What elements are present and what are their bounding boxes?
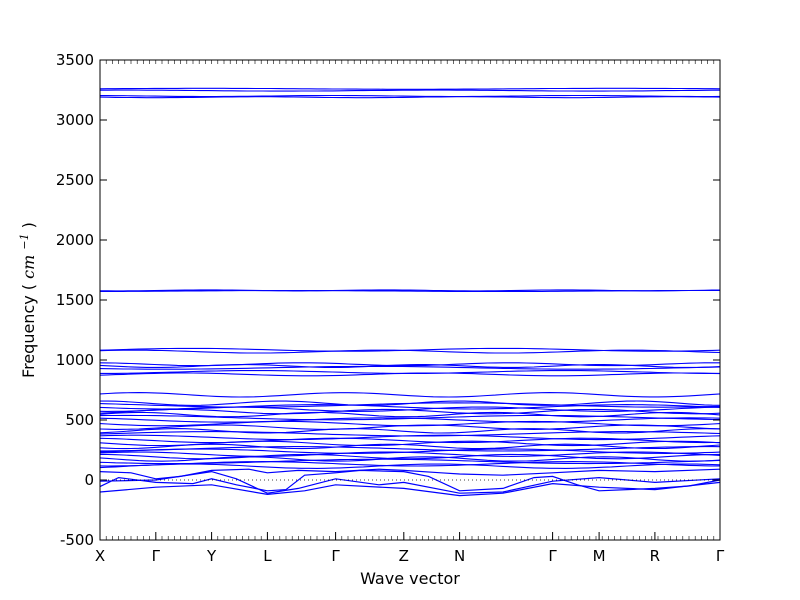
x-axis-label: Wave vector (360, 569, 460, 588)
band-line (99, 404, 721, 410)
band-line-low (99, 481, 721, 497)
y-axis-label-open-paren: ( (19, 284, 38, 290)
y-tick-label: 500 (65, 411, 94, 429)
band-line (99, 289, 720, 293)
band-line (99, 424, 721, 430)
band-line (99, 364, 721, 368)
y-tick-label: 2500 (56, 171, 94, 189)
band-line (99, 428, 721, 434)
band-line (99, 372, 721, 377)
band-line-low (99, 469, 721, 492)
y-axis-label-unit-exponent: −1 (18, 233, 31, 249)
band-line (99, 451, 721, 457)
band-line-low (99, 470, 721, 494)
y-tick-label: -500 (60, 531, 94, 549)
band-line (100, 89, 720, 92)
x-tick-label: N (454, 547, 465, 565)
x-tick-label: Γ (152, 547, 161, 565)
band-line-low (99, 468, 721, 480)
band-line (99, 461, 720, 467)
x-tick-label: R (650, 547, 660, 565)
y-tick-label: 3500 (56, 51, 94, 69)
band-line (99, 411, 721, 418)
y-tick-label: 3000 (56, 111, 94, 129)
y-axis-label-close-paren: ) (19, 222, 38, 228)
band-line (99, 456, 721, 462)
y-tick-label: 0 (84, 471, 94, 489)
band-line (99, 87, 721, 90)
y-tick-label: 2000 (56, 231, 94, 249)
y-tick-label: 1000 (56, 351, 94, 369)
band-line (99, 402, 721, 408)
band-line (99, 443, 721, 450)
band-line (99, 392, 721, 398)
band-line (99, 417, 721, 423)
y-axis-label-unit: cm (19, 255, 38, 279)
y-tick-label: 1500 (56, 291, 94, 309)
x-tick-label: Z (399, 547, 409, 565)
band-line (99, 96, 721, 99)
x-tick-label: Γ (548, 547, 557, 565)
x-tick-label: X (95, 547, 105, 565)
x-tick-label: L (263, 547, 272, 565)
y-axis-ticks: -500 0 500 1000 1500 2000 2500 3000 3500 (56, 51, 720, 549)
plot-area-frame (99, 59, 721, 541)
band-line (100, 94, 721, 98)
x-tick-label: Y (206, 547, 217, 565)
y-axis-label-text: Frequency (19, 295, 38, 378)
y-axis-label: Frequency ( cm −1 ) (13, 222, 38, 378)
x-tick-label: Γ (331, 547, 340, 565)
band-line (99, 463, 721, 469)
band-line (99, 349, 721, 354)
band-line (99, 365, 721, 370)
band-line (99, 437, 720, 444)
band-line (99, 408, 721, 415)
x-tick-label: Γ (716, 547, 725, 565)
x-tick-label: M (593, 547, 606, 565)
bands-layer (99, 87, 721, 497)
